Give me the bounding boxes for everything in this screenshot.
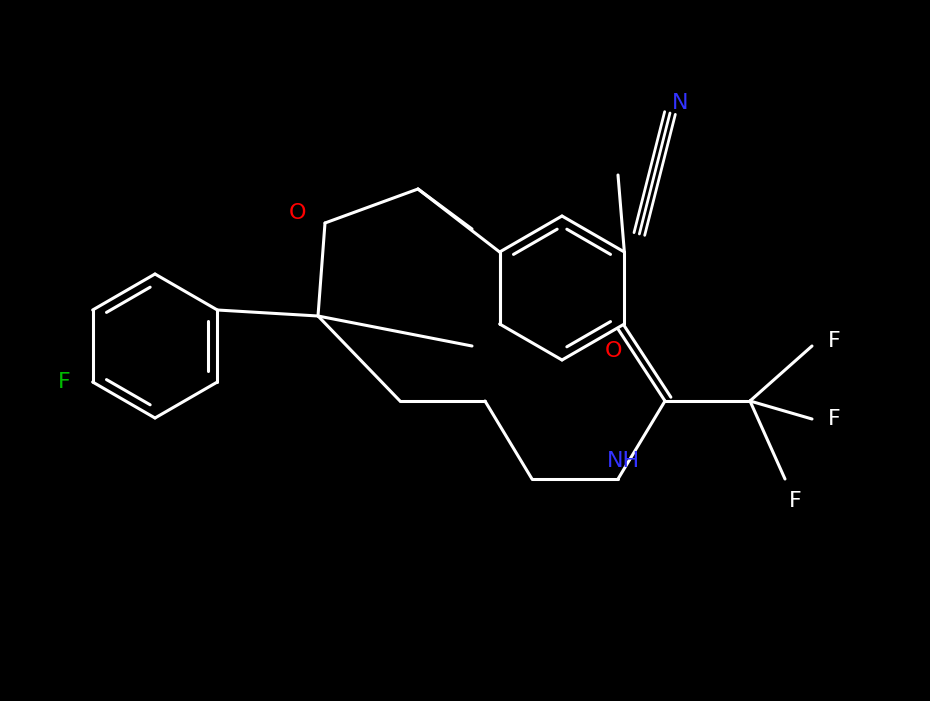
Text: F: F xyxy=(789,491,802,511)
Text: F: F xyxy=(59,372,71,392)
Text: F: F xyxy=(828,331,841,351)
Text: NH: NH xyxy=(606,451,640,471)
Text: N: N xyxy=(671,93,688,113)
Text: O: O xyxy=(604,341,622,361)
Text: F: F xyxy=(828,409,841,429)
Text: O: O xyxy=(288,203,306,223)
